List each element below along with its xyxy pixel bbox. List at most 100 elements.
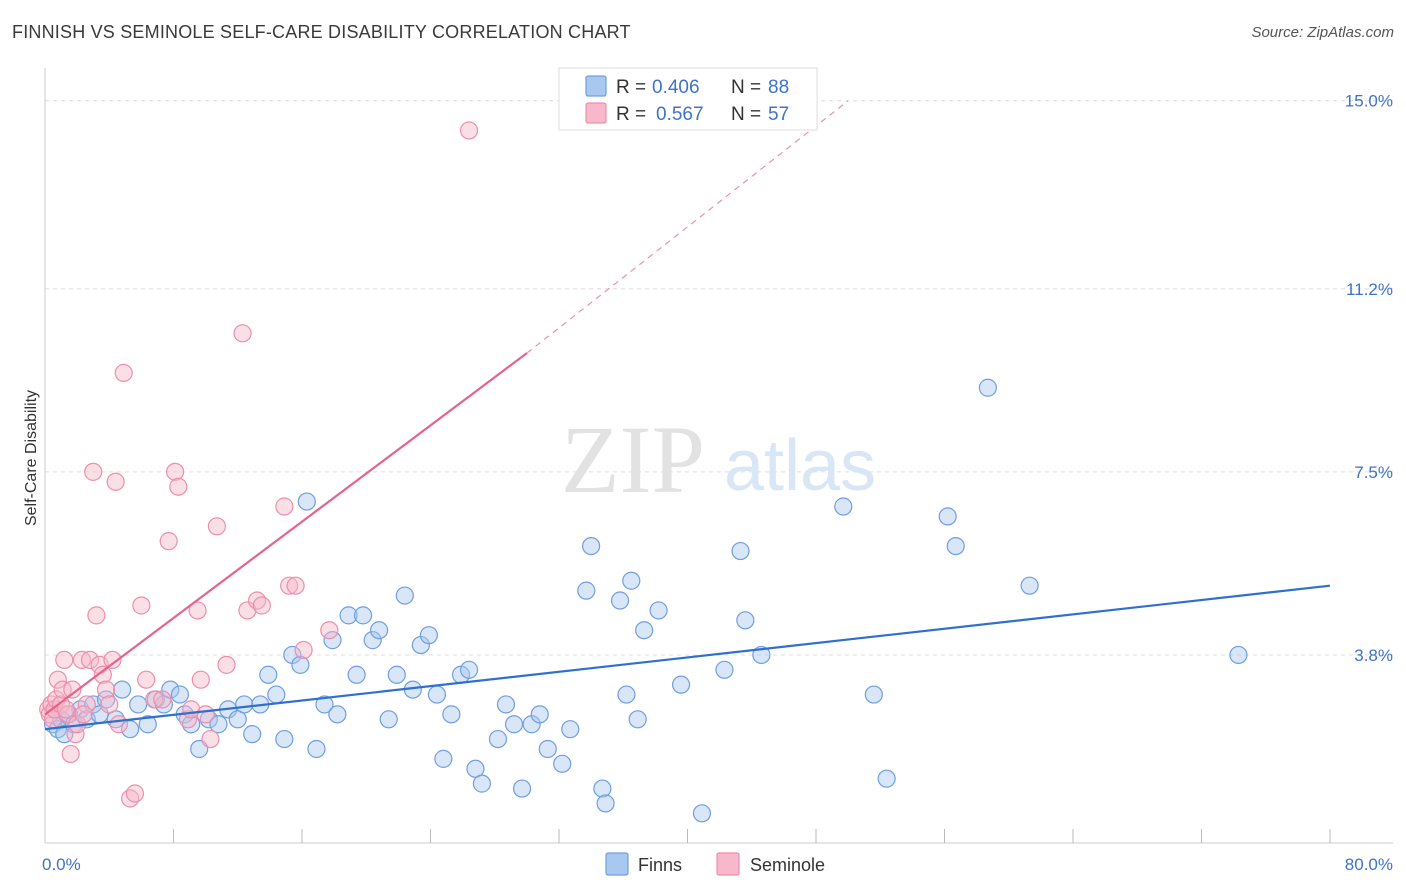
point-finns-30: [259, 665, 278, 684]
point-finns-53: [442, 705, 461, 724]
trend-line-finns: [44, 584, 1331, 731]
point-finns-35: [297, 492, 316, 511]
point-finns-14: [129, 695, 148, 714]
legend-n-value-finns: 88: [768, 77, 789, 98]
point-seminole-41: [196, 705, 215, 724]
point-finns-55: [459, 660, 479, 679]
point-seminole-27: [114, 363, 133, 383]
x-tick-label-0: 0.0%: [42, 855, 81, 874]
point-seminole-23: [100, 695, 119, 714]
trend-lines: [44, 100, 1331, 731]
legend-n-label-finns: N =: [731, 77, 761, 98]
point-finns-85: [877, 769, 896, 788]
bottom-legend-label-seminole: Seminole: [750, 855, 825, 875]
legend-n-label-seminole: N =: [731, 104, 761, 125]
point-finns-44: [370, 621, 389, 640]
point-finns-42: [353, 606, 373, 625]
legend-r-value-seminole: 0.567: [656, 104, 704, 125]
point-finns-19: [170, 685, 190, 704]
point-finns-64: [538, 739, 557, 759]
point-seminole-17: [80, 650, 100, 670]
point-seminole-56: [56, 700, 75, 719]
bottom-legend: Finns Seminole: [605, 852, 825, 876]
data-points: [39, 121, 1248, 823]
point-seminole-34: [159, 532, 178, 551]
point-finns-40: [339, 606, 358, 625]
point-seminole-30: [132, 596, 151, 615]
point-seminole-11: [61, 744, 80, 764]
point-finns-15: [138, 715, 157, 734]
bottom-legend-label-finns: Finns: [638, 855, 682, 875]
legend-swatch-finns: [585, 75, 607, 97]
chart-title: FINNISH VS SEMINOLE SELF-CARE DISABILITY…: [12, 22, 631, 42]
legend-r-label-seminole: R =: [616, 104, 646, 125]
point-seminole-48: [252, 596, 271, 615]
point-finns-45: [379, 710, 398, 729]
point-finns-78: [692, 804, 712, 823]
point-seminole-6: [48, 670, 67, 689]
point-finns-12: [112, 680, 132, 699]
point-seminole-46: [238, 601, 257, 620]
point-seminole-22: [96, 680, 116, 699]
y-axis-label: Self-Care Disability: [23, 390, 40, 526]
point-seminole-25: [106, 472, 125, 491]
point-finns-79: [715, 660, 734, 679]
point-seminole-43: [207, 517, 226, 536]
point-seminole-24: [103, 650, 122, 670]
point-seminole-18: [84, 462, 103, 481]
point-finns-51: [427, 685, 447, 704]
trend-line-seminole: [44, 352, 528, 716]
point-finns-70: [596, 794, 615, 813]
point-finns-43: [363, 631, 382, 650]
legend-r-value-finns: 0.406: [652, 77, 700, 98]
point-seminole-39: [188, 601, 207, 620]
point-finns-66: [561, 720, 580, 739]
point-seminole-33: [153, 690, 172, 709]
y-tick-label-3: 15.0%: [1345, 92, 1393, 111]
point-seminole-26: [109, 715, 128, 734]
watermark: ZIP atlas: [561, 406, 876, 513]
point-finns-47: [395, 586, 414, 605]
point-seminole-37: [178, 710, 198, 729]
point-seminole-35: [166, 462, 185, 481]
bottom-legend-swatch-seminole: [716, 852, 740, 876]
tick-labels: 3.8% 7.5% 11.2% 15.0% 0.0% 80.0%: [42, 92, 1393, 874]
watermark-atlas: atlas: [724, 426, 876, 506]
point-finns-27: [235, 695, 254, 714]
point-finns-57: [472, 774, 491, 793]
point-finns-77: [671, 675, 691, 694]
y-tick-label-2: 11.2%: [1346, 280, 1393, 299]
y-tick-label-1: 7.5%: [1354, 463, 1393, 482]
point-finns-67: [577, 581, 596, 600]
point-seminole-55: [74, 705, 93, 724]
point-finns-87: [946, 536, 965, 556]
point-finns-28: [243, 725, 262, 744]
point-finns-73: [622, 571, 641, 590]
point-seminole-16: [77, 695, 96, 714]
point-finns-72: [617, 685, 636, 704]
point-seminole-51: [286, 576, 305, 595]
point-finns-60: [504, 715, 524, 734]
grid: [45, 100, 1393, 656]
point-finns-52: [434, 749, 453, 768]
point-seminole-29: [125, 784, 145, 803]
point-finns-59: [496, 695, 516, 714]
point-finns-34: [291, 655, 310, 674]
point-seminole-21: [93, 665, 112, 684]
point-seminole-31: [137, 670, 156, 689]
point-seminole-42: [201, 729, 220, 749]
point-finns-38: [323, 631, 342, 650]
point-seminole-50: [280, 576, 299, 595]
point-finns-37: [315, 695, 334, 714]
point-finns-69: [593, 779, 612, 798]
legend-r-label-finns: R =: [616, 77, 646, 98]
point-finns-36: [307, 739, 326, 759]
point-finns-41: [347, 665, 366, 684]
point-finns-50: [419, 626, 438, 645]
point-finns-89: [1020, 576, 1039, 595]
point-finns-24: [209, 715, 228, 734]
watermark-zip: ZIP: [561, 406, 705, 513]
point-seminole-36: [169, 477, 188, 496]
point-finns-61: [512, 779, 532, 798]
